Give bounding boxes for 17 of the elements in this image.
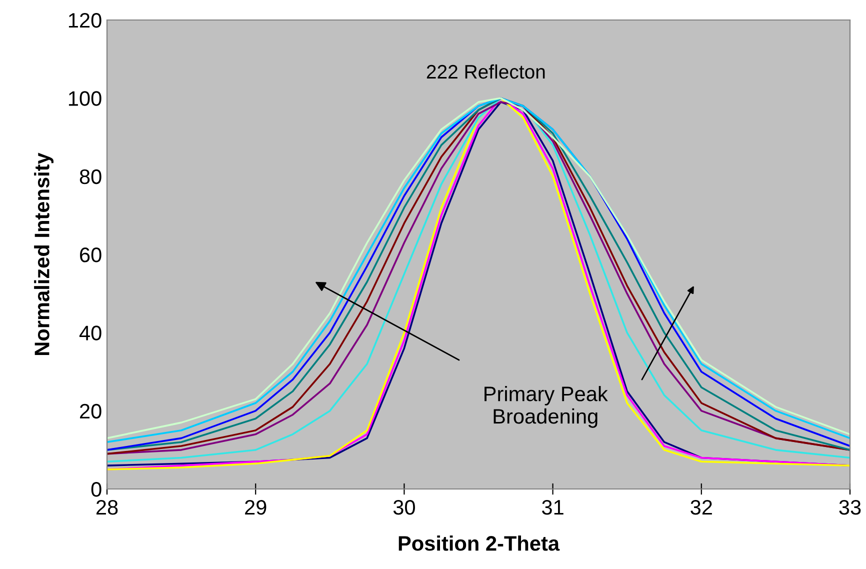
x-tick-label: 33	[839, 500, 861, 515]
y-tick-label: 120	[68, 13, 102, 28]
x-tick-label: 29	[245, 500, 266, 515]
y-tick-label: 60	[80, 248, 102, 262]
x-tick-label: 32	[690, 500, 712, 515]
y-tick-label: 0	[91, 482, 102, 497]
text: 222 Reflecton	[426, 64, 545, 79]
y-axis-title: Normalized Intensity	[34, 152, 54, 355]
y-tick-label: 20	[80, 404, 102, 419]
x-tick-label: 31	[542, 500, 564, 515]
y-tick-label: 80	[80, 169, 102, 184]
x-axis-title: Position 2-Theta	[398, 536, 560, 551]
y-tick-label: 100	[68, 91, 102, 106]
y-tick-label: 40	[79, 326, 102, 340]
annotation: Primary Peak Broadening	[484, 386, 608, 428]
x-tick-label: 28	[96, 500, 118, 515]
x-tick-label: 30	[393, 500, 415, 515]
